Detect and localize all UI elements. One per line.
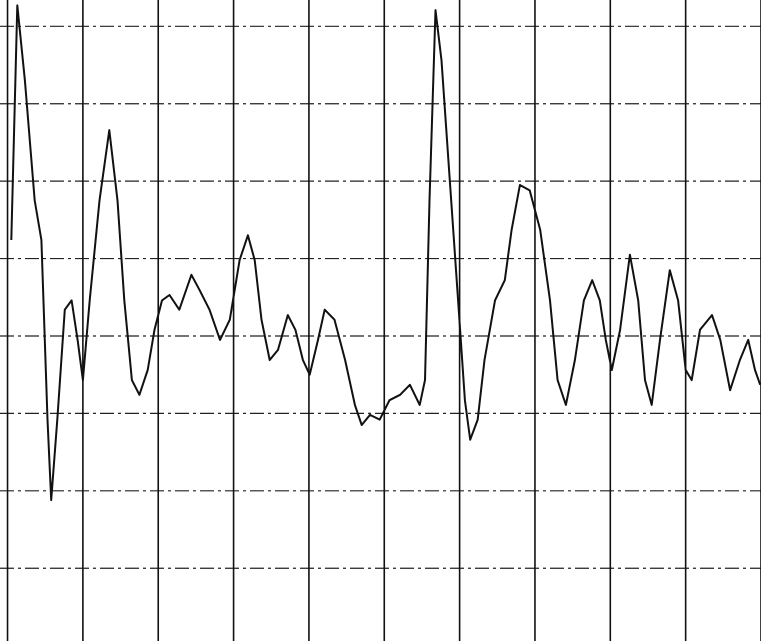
trace-line bbox=[10, 4, 761, 502]
